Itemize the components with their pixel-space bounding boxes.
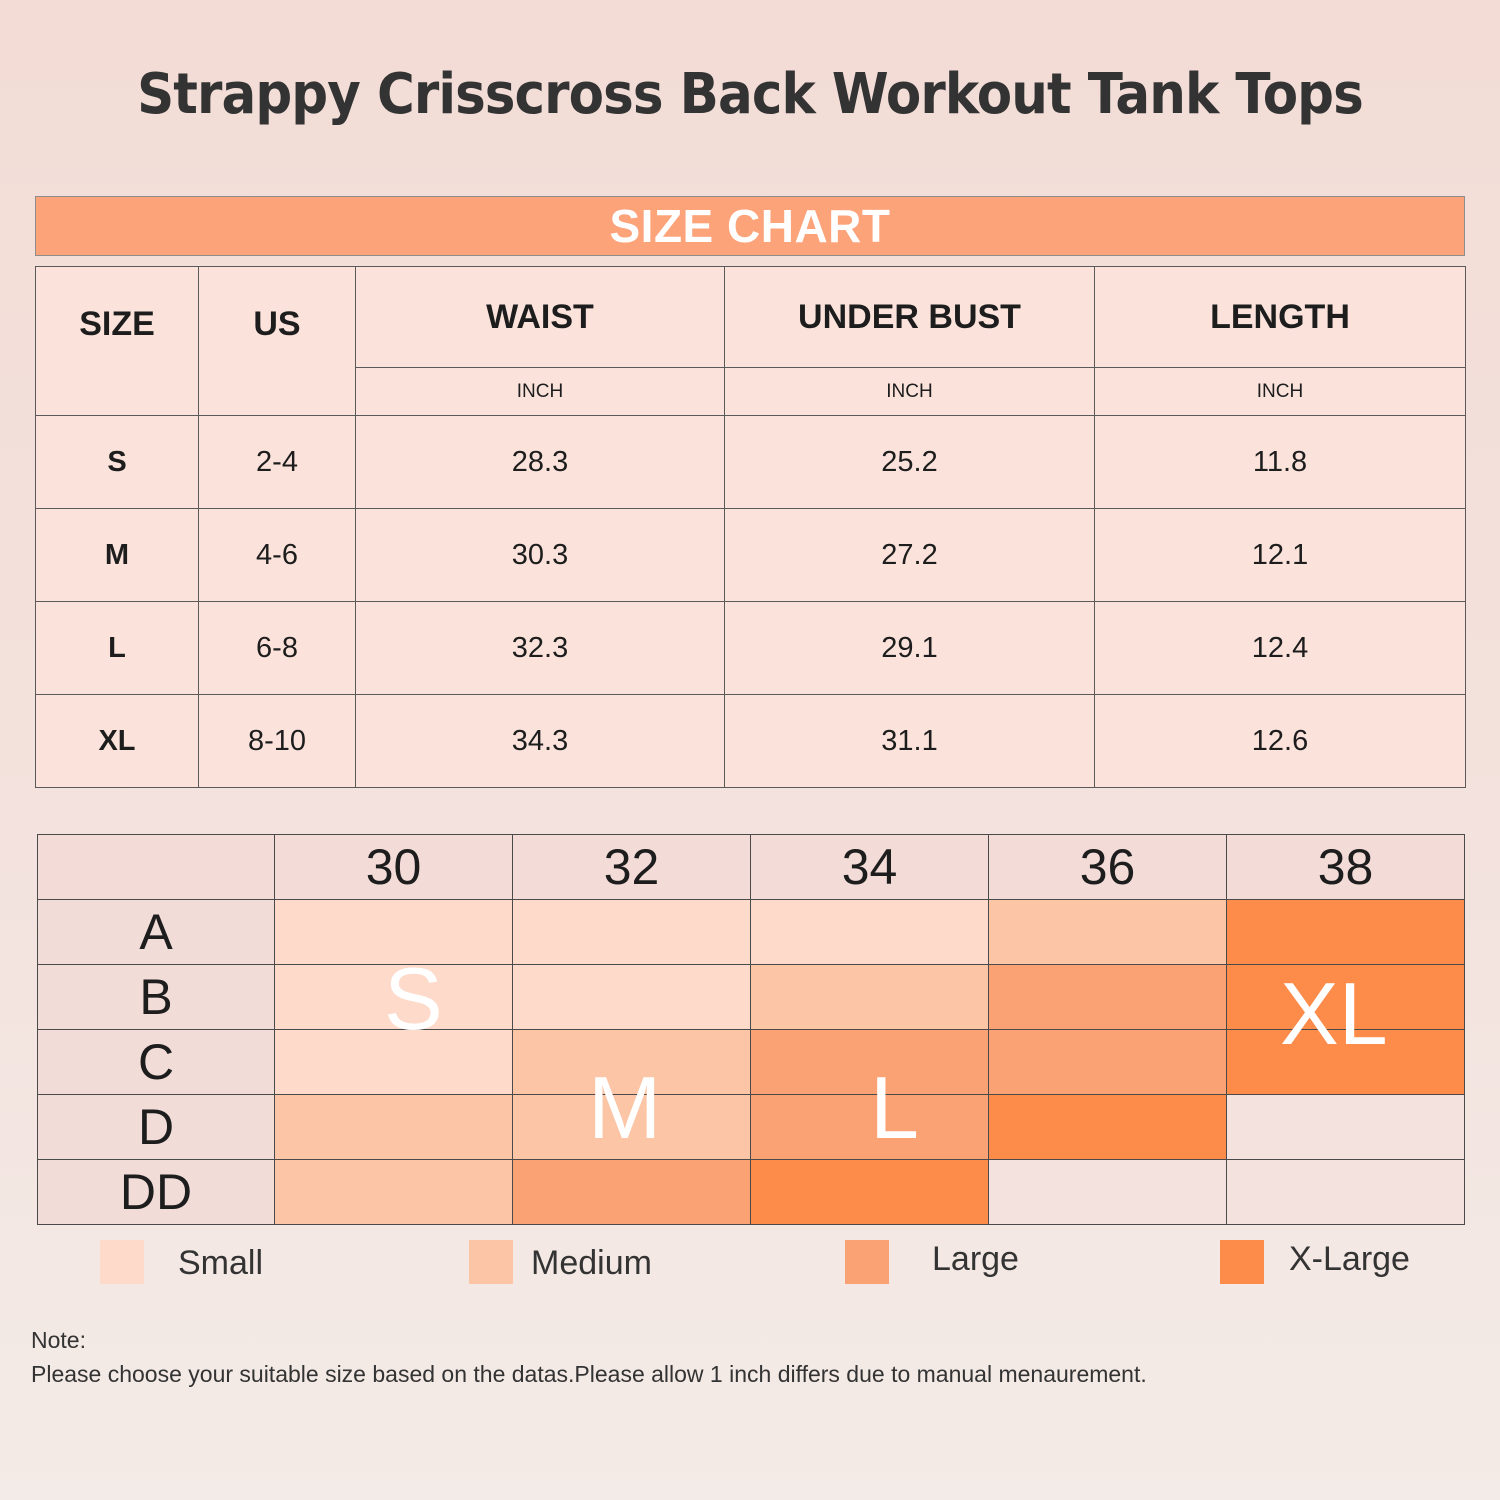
grid-cell [274, 1094, 513, 1160]
grid-cell [512, 1159, 751, 1225]
band-38: 38 [1226, 834, 1465, 900]
grid-corner [37, 834, 275, 900]
grid-cell [512, 1094, 751, 1160]
overlay-label-s: S [384, 949, 443, 1048]
bra-size-grid: 30 32 34 36 38 A B C D DD [37, 834, 1465, 1225]
size-chart-banner: SIZE CHART [35, 196, 1465, 256]
overlay-label-l: L [870, 1058, 919, 1157]
cup-row-b: B [37, 964, 1465, 1030]
legend-swatch-xlarge [1220, 1240, 1264, 1284]
band-32: 32 [512, 834, 751, 900]
band-30: 30 [274, 834, 513, 900]
legend-swatch-large [845, 1240, 889, 1284]
grid-cell [750, 1094, 989, 1160]
header-us: US [198, 266, 356, 416]
size-cell: M [35, 508, 199, 602]
cup-row-a: A [37, 899, 1465, 965]
grid-cell [1226, 1159, 1465, 1225]
header-length: LENGTH [1094, 266, 1466, 368]
overlay-label-m: M [588, 1058, 662, 1157]
size-table-header-row: SIZE US WAIST UNDER BUST LENGTH [35, 266, 1466, 416]
grid-cell [988, 1159, 1227, 1225]
us-cell: 2-4 [198, 415, 356, 509]
grid-cell [988, 1029, 1227, 1095]
grid-cell [1226, 964, 1465, 1030]
band-36: 36 [988, 834, 1227, 900]
grid-cell [1226, 899, 1465, 965]
length-cell: 12.6 [1094, 694, 1466, 788]
under-bust-cell: 27.2 [724, 508, 1095, 602]
table-row: XL 8-10 34.3 31.1 12.6 [35, 694, 1466, 788]
header-waist: WAIST [355, 266, 725, 368]
table-row: M 4-6 30.3 27.2 12.1 [35, 508, 1466, 602]
us-cell: 4-6 [198, 508, 356, 602]
header-size: SIZE [35, 266, 199, 416]
page-title: Strappy Crisscross Back Workout Tank Top… [137, 62, 1364, 127]
under-bust-cell: 29.1 [724, 601, 1095, 695]
grid-cell [750, 964, 989, 1030]
band-header-row: 30 32 34 36 38 [37, 834, 1465, 900]
cup-c: C [37, 1029, 275, 1095]
waist-cell: 30.3 [355, 508, 725, 602]
waist-cell: 32.3 [355, 601, 725, 695]
size-table: SIZE US WAIST UNDER BUST LENGTH INCH INC… [35, 266, 1466, 788]
size-table-unit-row: INCH INCH INCH [36, 367, 1466, 416]
grid-cell [750, 899, 989, 965]
legend-label-xlarge: X-Large [1289, 1240, 1410, 1278]
grid-cell [1226, 1029, 1465, 1095]
note-text: Please choose your suitable size based o… [31, 1361, 1147, 1387]
cup-a: A [37, 899, 275, 965]
grid-cell [274, 964, 513, 1030]
legend-label-medium: Medium [531, 1244, 652, 1282]
under-bust-cell: 31.1 [724, 694, 1095, 788]
table-row: S 2-4 28.3 25.2 11.8 [35, 415, 1466, 509]
band-34: 34 [750, 834, 989, 900]
note-heading: Note: [31, 1327, 86, 1353]
legend-swatch-medium [469, 1240, 513, 1284]
legend-label-large: Large [932, 1240, 1019, 1278]
cup-row-c: C [37, 1029, 1465, 1095]
cup-b: B [37, 964, 275, 1030]
length-cell: 11.8 [1094, 415, 1466, 509]
grid-cell [274, 1159, 513, 1225]
overlay-label-xl: XL [1280, 964, 1388, 1063]
size-cell: XL [35, 694, 199, 788]
legend-swatch-small [100, 1240, 144, 1284]
grid-cell [988, 1094, 1227, 1160]
cup-row-d: D [37, 1094, 1465, 1160]
grid-cell [274, 1029, 513, 1095]
size-cell: L [35, 601, 199, 695]
length-cell: 12.1 [1094, 508, 1466, 602]
table-row: L 6-8 32.3 29.1 12.4 [35, 601, 1466, 695]
unit-under-bust: INCH [724, 367, 1095, 416]
unit-length: INCH [1094, 367, 1466, 416]
header-under-bust: UNDER BUST [724, 266, 1095, 368]
length-cell: 12.4 [1094, 601, 1466, 695]
cup-d: D [37, 1094, 275, 1160]
size-cell: S [35, 415, 199, 509]
cup-row-dd: DD [37, 1159, 1465, 1225]
grid-cell [512, 899, 751, 965]
grid-cell [750, 1159, 989, 1225]
grid-cell [512, 1029, 751, 1095]
grid-cell [1226, 1094, 1465, 1160]
grid-cell [512, 964, 751, 1030]
cup-dd: DD [37, 1159, 275, 1225]
waist-cell: 28.3 [355, 415, 725, 509]
unit-waist: INCH [355, 367, 725, 416]
grid-cell [988, 899, 1227, 965]
under-bust-cell: 25.2 [724, 415, 1095, 509]
us-cell: 8-10 [198, 694, 356, 788]
us-cell: 6-8 [198, 601, 356, 695]
waist-cell: 34.3 [355, 694, 725, 788]
legend-label-small: Small [178, 1244, 264, 1282]
grid-cell [988, 964, 1227, 1030]
grid-cell [750, 1029, 989, 1095]
